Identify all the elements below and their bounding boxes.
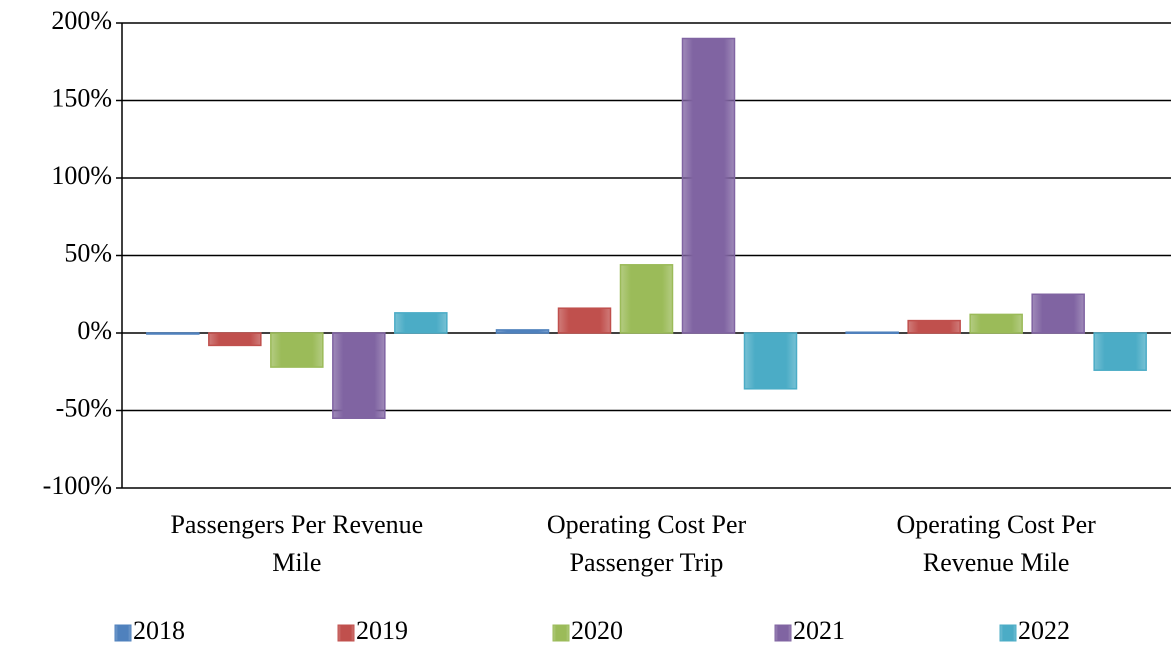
legend-marker: [999, 624, 1017, 642]
bar: [845, 331, 899, 334]
bar: [1093, 332, 1147, 371]
x-tick-label: Operating Cost Per Revenue Mile: [896, 510, 1096, 577]
legend-marker: [774, 624, 792, 642]
bar: [495, 329, 550, 334]
y-tick-label: -50%: [56, 393, 112, 422]
legend-label: 2022: [1018, 616, 1070, 645]
bar: [146, 332, 200, 335]
x-tick-label: Passengers Per Revenue Mile: [170, 510, 424, 577]
y-tick-label: 150%: [51, 83, 112, 112]
bar: [332, 332, 386, 419]
bar: [557, 307, 612, 334]
y-tick-label: 0%: [77, 316, 112, 345]
legend-marker: [552, 624, 570, 642]
bar: [1031, 293, 1085, 334]
legend-marker: [337, 624, 355, 642]
y-tick-label: 50%: [64, 238, 112, 267]
bar: [208, 332, 262, 347]
y-tick-label: 100%: [51, 161, 112, 190]
bar: [619, 264, 674, 334]
y-tick-label: -100%: [43, 471, 112, 500]
legend-label: 2021: [793, 616, 845, 645]
legend-label: 2019: [356, 616, 408, 645]
bar: [394, 312, 448, 334]
legend-label: 2020: [571, 616, 623, 645]
bar: [681, 37, 736, 334]
bar: [270, 332, 324, 368]
bar: [969, 313, 1023, 334]
bar: [743, 332, 798, 390]
legend-label: 2018: [133, 616, 185, 645]
bar: [907, 319, 961, 334]
legend-marker: [114, 624, 132, 642]
x-tick-label: Operating Cost Per Passenger Trip: [546, 510, 747, 577]
y-tick-label: 200%: [51, 6, 112, 35]
